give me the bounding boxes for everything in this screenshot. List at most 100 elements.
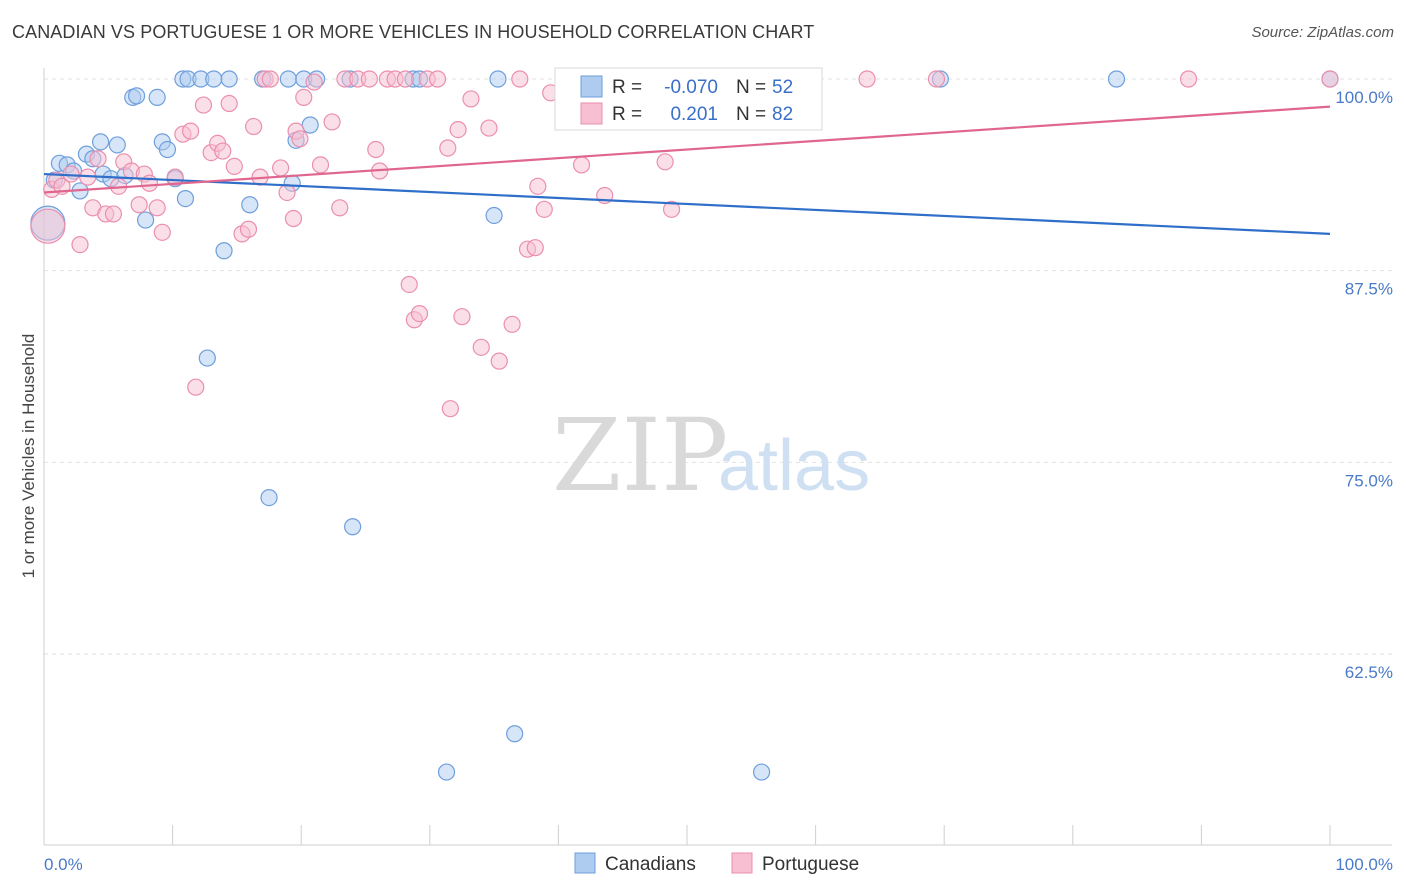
point-canadians-11 bbox=[108, 136, 126, 154]
stats-n-label-portuguese: N = bbox=[736, 104, 766, 125]
point-canadians-30 bbox=[260, 489, 278, 507]
point-portuguese-78 bbox=[858, 70, 876, 88]
point-portuguese-31 bbox=[245, 117, 263, 136]
point-portuguese-74 bbox=[572, 156, 591, 174]
trend-line-canadians bbox=[43, 172, 1331, 235]
grid-lines bbox=[44, 78, 1392, 655]
y-tick-label-2: 87.5% bbox=[1345, 280, 1393, 299]
point-canadians-50 bbox=[1107, 70, 1126, 88]
legend-swatch-canadians bbox=[574, 852, 596, 874]
stats-r-value-canadians: -0.070 bbox=[664, 77, 718, 98]
axes bbox=[43, 68, 1392, 846]
point-portuguese-26 bbox=[214, 142, 232, 160]
y-tick-label-1: 75.0% bbox=[1345, 471, 1393, 490]
source-credit: Source: ZipAtlas.com bbox=[1251, 24, 1394, 41]
stats-r-label-portuguese: R = bbox=[612, 104, 642, 125]
point-canadians-21 bbox=[176, 190, 195, 208]
chart-title: CANADIAN VS PORTUGUESE 1 OR MORE VEHICLE… bbox=[12, 22, 815, 42]
stats-r-value-portuguese: 0.201 bbox=[670, 104, 718, 125]
point-portuguese-27 bbox=[220, 94, 238, 113]
point-portuguese-55 bbox=[410, 305, 429, 323]
point-canadians-28 bbox=[241, 196, 259, 214]
point-portuguese-76 bbox=[656, 153, 674, 171]
point-canadians-43 bbox=[489, 70, 507, 88]
point-portuguese-47 bbox=[360, 70, 378, 88]
point-portuguese-64 bbox=[480, 119, 498, 137]
point-portuguese-60 bbox=[449, 121, 467, 139]
trend-lines bbox=[43, 105, 1331, 235]
point-portuguese-34 bbox=[261, 70, 279, 88]
point-canadians-35 bbox=[301, 116, 319, 134]
point-portuguese-57 bbox=[428, 70, 447, 88]
point-portuguese-14 bbox=[130, 196, 148, 214]
x-tick-label-1: 100.0% bbox=[1335, 855, 1393, 874]
point-portuguese-0 bbox=[30, 208, 66, 244]
y-axis-label: 1 or more Vehicles in Household bbox=[19, 334, 38, 579]
point-canadians-15 bbox=[136, 211, 155, 229]
legend-swatch-portuguese bbox=[731, 852, 753, 874]
stats-r-label-canadians: R = bbox=[612, 77, 642, 98]
y-tick-labels: 62.5% 75.0% 87.5% 100.0% bbox=[1335, 88, 1393, 682]
point-portuguese-53 bbox=[400, 275, 418, 294]
point-canadians-16 bbox=[148, 88, 166, 107]
point-canadians-14 bbox=[127, 87, 146, 105]
point-portuguese-8 bbox=[89, 150, 107, 168]
watermark-zip: ZIP bbox=[552, 397, 728, 514]
point-portuguese-39 bbox=[291, 130, 309, 148]
point-portuguese-17 bbox=[148, 199, 166, 217]
point-portuguese-21 bbox=[182, 122, 200, 140]
watermark: ZIP atlas bbox=[552, 397, 870, 514]
stats-legend: R = -0.070 N = 52 R = 0.201 N = 82 bbox=[554, 67, 823, 131]
point-portuguese-69 bbox=[526, 239, 544, 257]
point-canadians-42 bbox=[485, 206, 503, 225]
point-portuguese-42 bbox=[311, 156, 330, 174]
legend-label-portuguese: Portuguese bbox=[762, 854, 859, 875]
stats-swatch-portuguese bbox=[580, 102, 603, 125]
stats-n-value-canadians: 52 bbox=[772, 77, 793, 98]
point-canadians-31 bbox=[279, 70, 297, 88]
point-portuguese-35 bbox=[272, 159, 290, 177]
point-portuguese-59 bbox=[441, 400, 459, 418]
point-canadians-24 bbox=[198, 349, 216, 367]
point-canadians-8 bbox=[91, 133, 110, 151]
point-portuguese-48 bbox=[367, 140, 385, 159]
point-canadians-41 bbox=[437, 763, 456, 781]
point-portuguese-36 bbox=[278, 183, 296, 202]
point-canadians-27 bbox=[220, 70, 238, 88]
point-portuguese-22 bbox=[187, 378, 205, 396]
point-portuguese-62 bbox=[462, 90, 480, 108]
stats-swatch-canadians bbox=[580, 75, 603, 98]
point-portuguese-66 bbox=[503, 315, 521, 333]
point-portuguese-37 bbox=[284, 209, 303, 228]
point-portuguese-5 bbox=[71, 236, 89, 254]
point-canadians-26 bbox=[215, 242, 233, 260]
point-canadians-47 bbox=[752, 763, 771, 781]
point-canadians-18 bbox=[158, 140, 177, 159]
stats-n-label-canadians: N = bbox=[736, 77, 766, 98]
point-canadians-44 bbox=[506, 725, 524, 743]
point-portuguese-43 bbox=[323, 113, 341, 131]
point-canadians-38 bbox=[344, 518, 362, 536]
point-portuguese-77 bbox=[662, 200, 681, 218]
point-portuguese-52 bbox=[396, 70, 414, 88]
data-points bbox=[30, 70, 1339, 781]
point-portuguese-81 bbox=[1321, 70, 1339, 88]
y-tick-label-3: 100.0% bbox=[1335, 88, 1393, 107]
y-tick-label-0: 62.5% bbox=[1345, 663, 1393, 682]
series-legend: Canadians Portuguese bbox=[574, 852, 859, 875]
point-portuguese-23 bbox=[194, 96, 213, 114]
point-portuguese-10 bbox=[104, 205, 123, 223]
point-portuguese-28 bbox=[225, 157, 243, 175]
point-portuguese-71 bbox=[535, 200, 553, 218]
point-portuguese-61 bbox=[453, 308, 471, 326]
point-portuguese-18 bbox=[153, 223, 171, 241]
x-tick-labels: 0.0% 100.0% bbox=[44, 855, 1393, 874]
point-portuguese-80 bbox=[1179, 70, 1198, 88]
point-portuguese-44 bbox=[331, 199, 349, 217]
point-portuguese-41 bbox=[305, 73, 323, 91]
point-portuguese-63 bbox=[472, 338, 490, 356]
point-portuguese-40 bbox=[295, 88, 313, 107]
x-tick-label-0: 0.0% bbox=[44, 855, 83, 874]
trend-line-portuguese bbox=[43, 105, 1331, 194]
